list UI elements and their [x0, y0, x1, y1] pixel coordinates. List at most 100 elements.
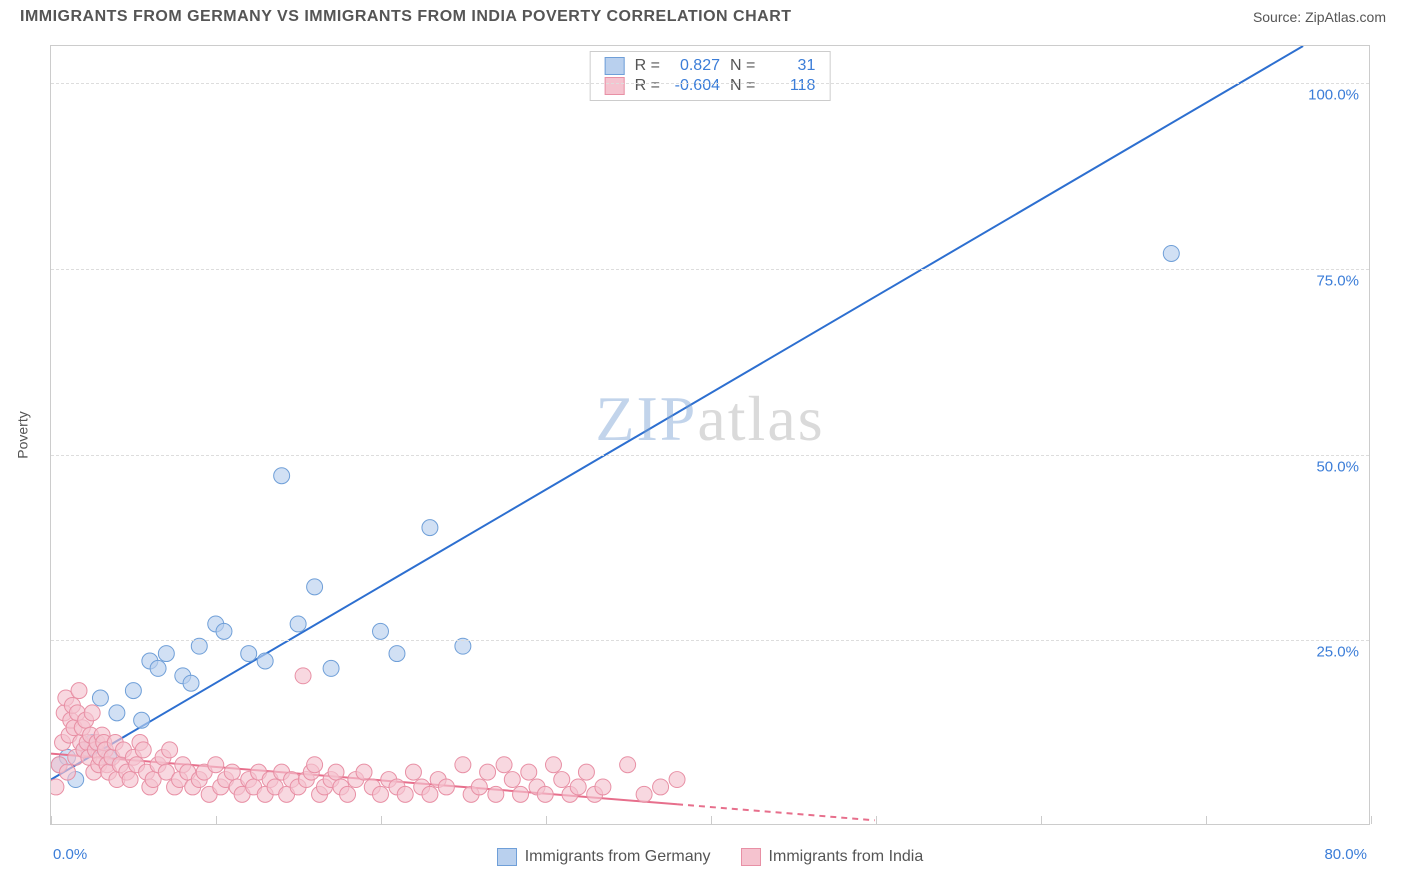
data-point: [135, 742, 151, 758]
data-point: [578, 764, 594, 780]
data-point: [109, 705, 125, 721]
data-point: [307, 579, 323, 595]
r-value-germany: 0.827: [670, 57, 720, 75]
data-point: [323, 660, 339, 676]
data-point: [241, 646, 257, 662]
x-tick: [876, 816, 877, 824]
data-point: [438, 779, 454, 795]
data-point: [134, 712, 150, 728]
data-point: [513, 786, 529, 802]
n-label: N =: [730, 77, 755, 95]
chart-plot-area: ZIPatlas R = 0.827 N = 31 R = -0.604 N =…: [50, 45, 1370, 825]
data-point: [150, 660, 166, 676]
source-attribution: Source: ZipAtlas.com: [1253, 9, 1386, 25]
source-prefix: Source:: [1253, 9, 1305, 25]
n-label: N =: [730, 57, 755, 75]
data-point: [488, 786, 504, 802]
legend-item-india: Immigrants from India: [741, 848, 924, 866]
y-tick-label: 75.0%: [1316, 272, 1359, 289]
data-point: [537, 786, 553, 802]
grid-line: [51, 640, 1369, 641]
stats-row-india: R = -0.604 N = 118: [605, 76, 816, 96]
r-label: R =: [635, 57, 660, 75]
data-point: [397, 786, 413, 802]
data-point: [373, 623, 389, 639]
data-point: [274, 468, 290, 484]
data-point: [183, 675, 199, 691]
data-point: [480, 764, 496, 780]
regression-line: [51, 46, 1303, 780]
data-point: [1163, 245, 1179, 261]
data-point: [455, 757, 471, 773]
grid-line: [51, 269, 1369, 270]
x-tick: [1206, 816, 1207, 824]
data-point: [521, 764, 537, 780]
data-point: [92, 690, 108, 706]
regression-line-dashed: [677, 804, 875, 820]
swatch-germany: [605, 57, 625, 75]
data-point: [295, 668, 311, 684]
data-point: [389, 646, 405, 662]
data-point: [162, 742, 178, 758]
data-point: [59, 764, 75, 780]
stats-row-germany: R = 0.827 N = 31: [605, 56, 816, 76]
data-point: [669, 772, 685, 788]
data-point: [471, 779, 487, 795]
data-point: [356, 764, 372, 780]
data-point: [122, 772, 138, 788]
data-point: [545, 757, 561, 773]
x-tick: [381, 816, 382, 824]
data-point: [496, 757, 512, 773]
scatter-plot-svg: [51, 46, 1369, 824]
data-point: [216, 623, 232, 639]
legend-swatch-germany: [497, 848, 517, 866]
r-label: R =: [635, 77, 660, 95]
data-point: [257, 653, 273, 669]
chart-title: IMMIGRANTS FROM GERMANY VS IMMIGRANTS FR…: [20, 8, 792, 26]
data-point: [653, 779, 669, 795]
x-tick: [51, 816, 52, 824]
y-tick-label: 50.0%: [1316, 458, 1359, 475]
x-tick: [546, 816, 547, 824]
data-point: [307, 757, 323, 773]
data-point: [328, 764, 344, 780]
data-point: [554, 772, 570, 788]
data-point: [595, 779, 611, 795]
legend-label-germany: Immigrants from Germany: [525, 848, 711, 866]
data-point: [422, 786, 438, 802]
series-legend: Immigrants from Germany Immigrants from …: [50, 832, 1370, 882]
y-tick-label: 25.0%: [1316, 644, 1359, 661]
y-axis-label-container: Poverty: [8, 45, 38, 825]
data-point: [51, 779, 64, 795]
data-point: [373, 786, 389, 802]
data-point: [224, 764, 240, 780]
data-point: [636, 786, 652, 802]
r-value-india: -0.604: [670, 77, 720, 95]
chart-header: IMMIGRANTS FROM GERMANY VS IMMIGRANTS FR…: [0, 0, 1406, 30]
x-tick: [1041, 816, 1042, 824]
x-tick: [216, 816, 217, 824]
data-point: [405, 764, 421, 780]
n-value-germany: 31: [765, 57, 815, 75]
data-point: [340, 786, 356, 802]
legend-item-germany: Immigrants from Germany: [497, 848, 711, 866]
stats-legend-box: R = 0.827 N = 31 R = -0.604 N = 118: [590, 51, 831, 101]
data-point: [504, 772, 520, 788]
source-link[interactable]: ZipAtlas.com: [1305, 9, 1386, 25]
n-value-india: 118: [765, 77, 815, 95]
y-axis-label: Poverty: [15, 411, 31, 458]
x-tick: [711, 816, 712, 824]
grid-line: [51, 83, 1369, 84]
data-point: [71, 683, 87, 699]
data-point: [290, 616, 306, 632]
swatch-india: [605, 77, 625, 95]
data-point: [84, 705, 100, 721]
data-point: [125, 683, 141, 699]
legend-label-india: Immigrants from India: [769, 848, 924, 866]
data-point: [570, 779, 586, 795]
data-point: [422, 520, 438, 536]
y-tick-label: 100.0%: [1308, 87, 1359, 104]
legend-swatch-india: [741, 848, 761, 866]
grid-line: [51, 455, 1369, 456]
x-tick: [1371, 816, 1372, 824]
